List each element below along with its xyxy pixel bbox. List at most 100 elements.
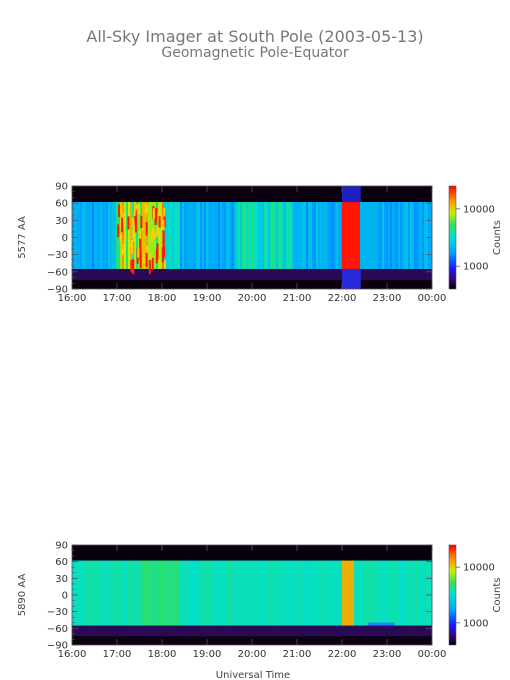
heatmap-column xyxy=(160,202,163,269)
heatmap-column xyxy=(388,560,391,626)
heatmap-column xyxy=(262,202,265,269)
aurora-spot xyxy=(139,252,142,268)
heatmap-column xyxy=(256,560,259,626)
heatmap-column xyxy=(320,202,323,269)
heatmap-column xyxy=(360,560,363,626)
aurora-spot xyxy=(119,234,122,243)
heatmap-column xyxy=(130,560,133,626)
heatmap-column xyxy=(82,202,85,269)
heatmap-column xyxy=(406,560,409,626)
heatmap-column xyxy=(330,202,333,269)
heatmap-column xyxy=(348,202,351,269)
heatmap-column xyxy=(84,202,87,269)
heatmap-column xyxy=(424,560,427,626)
x-tick-label: 22:00 xyxy=(328,293,357,304)
heatmap-column xyxy=(106,202,109,269)
heatmap-column xyxy=(332,202,335,269)
heatmap-column xyxy=(134,202,137,269)
aurora-spot xyxy=(130,259,133,273)
aurora-spot xyxy=(132,226,135,234)
colorbar xyxy=(448,544,457,646)
aurora-spot xyxy=(162,220,165,230)
heatmap-column xyxy=(260,202,263,269)
heatmap-column xyxy=(84,560,87,626)
heatmap-column xyxy=(208,202,211,269)
heatmap-column xyxy=(246,560,249,626)
colorbar-tick-label: 10000 xyxy=(463,563,495,574)
heatmap-column xyxy=(338,560,341,626)
aurora-spot xyxy=(133,209,136,216)
heatmap-column xyxy=(376,202,379,269)
heatmap-column xyxy=(114,202,117,269)
heatmap-column xyxy=(182,560,185,626)
heatmap-column xyxy=(188,202,191,269)
heatmap-column xyxy=(178,560,181,626)
aurora-spot xyxy=(140,216,143,228)
heatmap-column xyxy=(410,202,413,269)
heatmap-column xyxy=(150,560,153,626)
heatmap-column xyxy=(86,560,89,626)
heatmap-column xyxy=(164,202,167,269)
heatmap-column xyxy=(406,202,409,269)
heatmap-column xyxy=(356,202,359,269)
heatmap-column xyxy=(428,560,431,626)
heatmap-column xyxy=(290,202,293,269)
heatmap-column xyxy=(122,202,125,269)
heatmap-column xyxy=(300,560,303,626)
aurora-spot xyxy=(163,245,166,258)
aurora-spot xyxy=(146,205,149,213)
y-tick-label: −30 xyxy=(47,607,68,618)
heatmap-column xyxy=(128,560,131,626)
heatmap-column xyxy=(248,560,251,626)
heatmap-column xyxy=(174,560,177,626)
heatmap-column xyxy=(276,560,279,626)
heatmap-column xyxy=(364,202,367,269)
y-tick-label: 90 xyxy=(55,182,68,193)
heatmap-column xyxy=(194,202,197,269)
aurora-spot xyxy=(132,217,135,228)
x-tick-label: 16:00 xyxy=(58,293,87,304)
heatmap-column xyxy=(278,560,281,626)
aurora-spot xyxy=(139,229,142,239)
heatmap-column xyxy=(90,202,93,269)
heatmap-column xyxy=(202,202,205,269)
heatmap-column xyxy=(144,560,147,626)
heatmap-column xyxy=(158,560,161,626)
heatmap-column xyxy=(216,560,219,626)
heatmap-column xyxy=(332,560,335,626)
heatmap-column xyxy=(414,202,417,269)
x-tick-label: 20:00 xyxy=(238,293,267,304)
heatmap-column xyxy=(184,202,187,269)
aurora-spot xyxy=(130,239,133,247)
heatmap-column xyxy=(378,202,381,269)
heatmap-column xyxy=(222,202,225,269)
heatmap-column xyxy=(156,560,159,626)
heatmap-column xyxy=(278,202,281,269)
heatmap-column xyxy=(242,560,245,626)
heatmap-column xyxy=(216,202,219,269)
heatmap-column xyxy=(98,560,101,626)
edge-glow xyxy=(72,268,432,280)
heatmap-column xyxy=(250,202,253,269)
x-tick-label: 22:00 xyxy=(328,649,357,660)
colorbar-tick-label: 1000 xyxy=(463,262,488,273)
heatmap-column xyxy=(244,560,247,626)
x-tick-label: 00:00 xyxy=(418,649,447,660)
heatmap-column xyxy=(284,202,287,269)
aurora-spot xyxy=(163,214,166,228)
y-tick-label: −90 xyxy=(47,641,68,652)
heatmap-column xyxy=(420,202,423,269)
heatmap-column xyxy=(364,560,367,626)
heatmap-column xyxy=(146,560,149,626)
heatmap-column xyxy=(252,560,255,626)
heatmap-column xyxy=(290,560,293,626)
y-tick-label: 60 xyxy=(55,199,68,210)
heatmap-column xyxy=(380,202,383,269)
aurora-spot xyxy=(156,229,159,237)
heatmap-column xyxy=(384,560,387,626)
intense-band-top xyxy=(342,186,361,203)
heatmap-column xyxy=(212,202,215,269)
heatmap-column xyxy=(362,202,365,269)
heatmap-column xyxy=(208,560,211,626)
heatmap-column xyxy=(280,202,283,269)
